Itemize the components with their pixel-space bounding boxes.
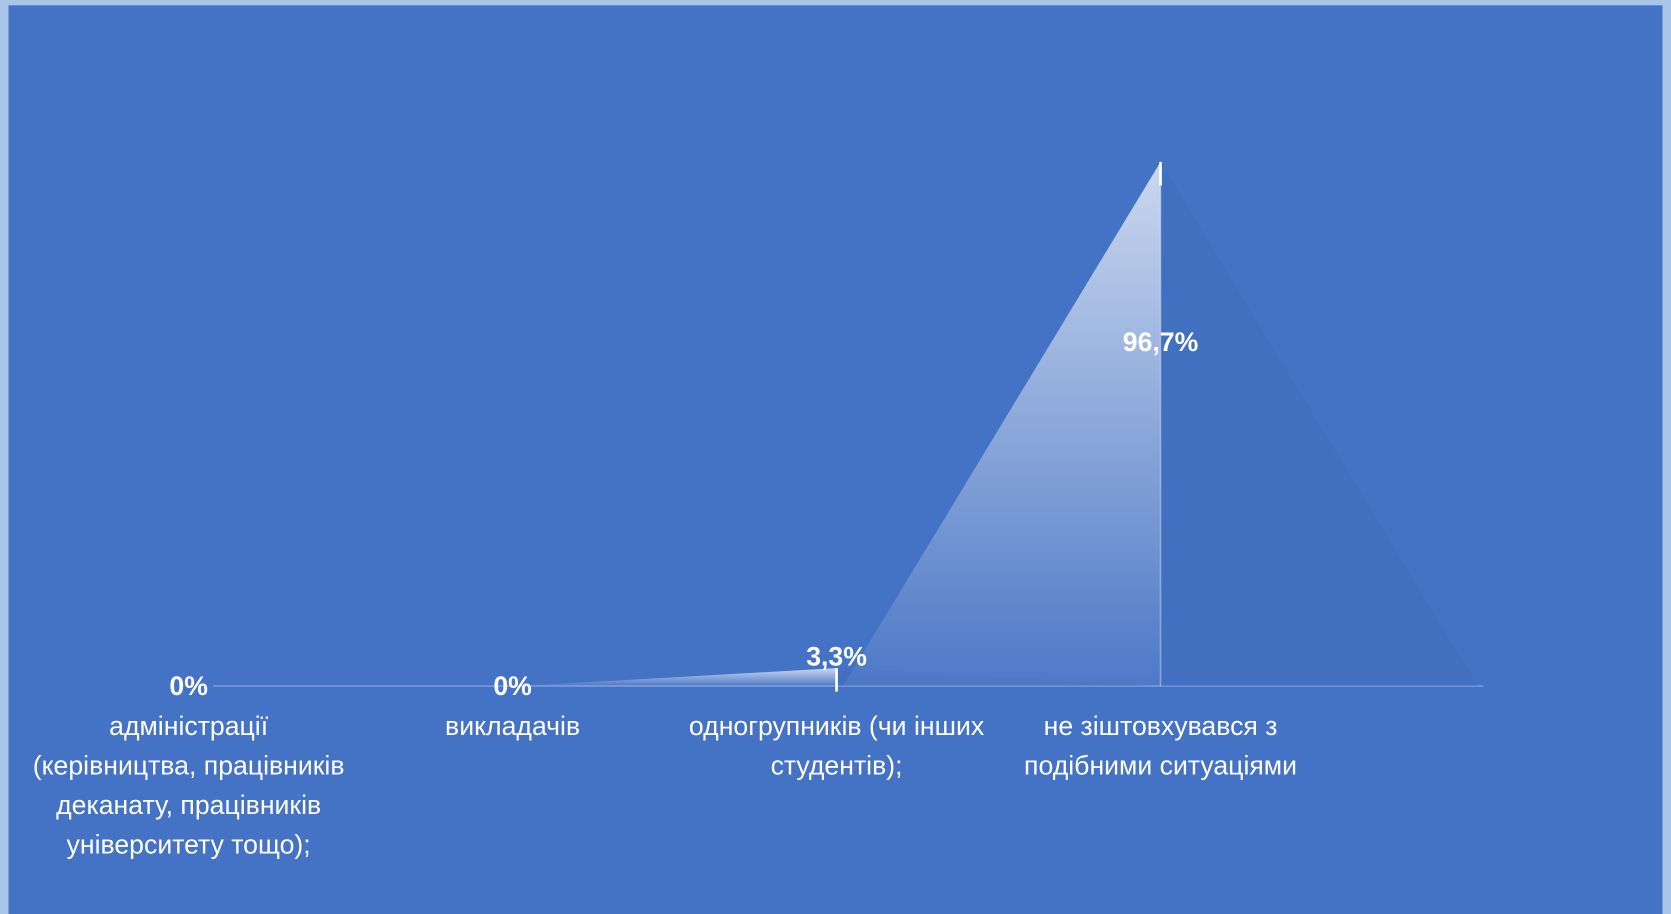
bar-face	[843, 161, 1161, 687]
value-label: 0%	[493, 671, 531, 701]
value-label: 0%	[169, 671, 207, 701]
bar	[843, 161, 1479, 687]
bar-shade	[1160, 161, 1479, 687]
value-label: 96,7%	[1123, 327, 1199, 357]
category-label-box: не зіштовхувався з подібними ситуаціями	[1024, 711, 1297, 781]
x-tick-label: одногрупників (чи інших студентів);	[688, 711, 985, 781]
x-tick-label: не зіштовхувався з подібними ситуаціями	[1024, 711, 1297, 781]
x-tick-label: адміністрації (керівництва, працівників …	[32, 711, 345, 860]
bar-face	[519, 668, 837, 687]
category-label-box: одногрупників (чи інших студентів);	[688, 711, 985, 781]
category-label-box: викладачів	[445, 711, 581, 742]
plot-background	[8, 5, 1663, 914]
x-tick-label: викладачів	[445, 711, 581, 742]
category-label-box: адміністрації (керівництва, працівників …	[32, 711, 345, 860]
